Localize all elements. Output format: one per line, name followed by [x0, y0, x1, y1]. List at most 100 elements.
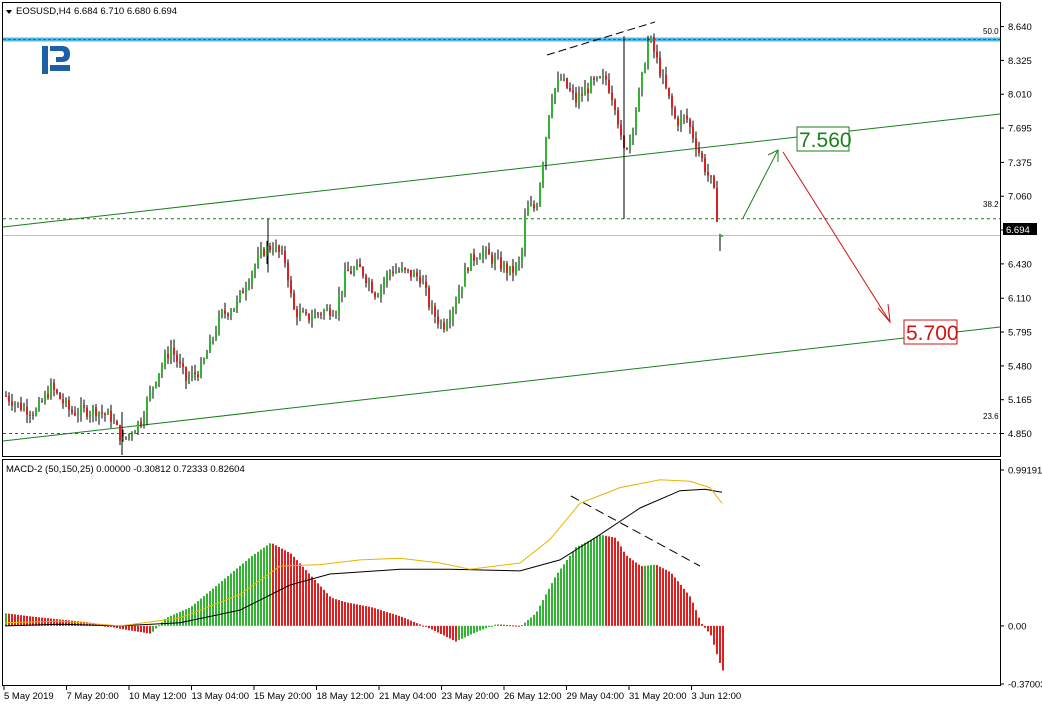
candle-body	[77, 414, 79, 416]
candle-body	[512, 265, 514, 273]
macd-bar	[383, 611, 385, 626]
candle-body	[335, 313, 337, 316]
candle-body	[41, 400, 43, 402]
macd-bar	[329, 596, 331, 626]
macd-bar	[146, 625, 148, 634]
macd-bar	[425, 625, 427, 627]
macd-bar	[602, 535, 604, 626]
candle-body	[167, 353, 169, 359]
macd-bar	[164, 619, 166, 626]
candle-body	[281, 250, 283, 252]
candle-body	[473, 253, 475, 261]
candle-body	[701, 152, 703, 159]
candle-body	[704, 158, 706, 173]
macd-bar	[620, 546, 622, 626]
macd-bar	[530, 617, 532, 626]
macd-bar	[335, 599, 337, 626]
macd-bar	[62, 619, 64, 626]
candle-body	[671, 96, 673, 109]
price-tick-label: 7.695	[1008, 124, 1032, 135]
macd-bar	[515, 625, 517, 627]
macd-bar	[713, 625, 715, 645]
candle-body	[92, 407, 94, 415]
candle-body	[632, 129, 634, 137]
symbol-header[interactable]: EOSUSD,H4 6.684 6.710 6.680 6.694	[6, 6, 177, 17]
macd-bar	[170, 615, 172, 626]
macd-axis[interactable]: 0.99191 0.00 -0.37003	[1000, 466, 1042, 691]
macd-bar	[173, 614, 175, 626]
candle-body	[338, 295, 340, 314]
macd-bar	[680, 585, 682, 626]
macd-bar	[476, 625, 478, 632]
macd-bar	[176, 613, 178, 626]
macd-bar	[20, 615, 22, 626]
candle-body	[200, 362, 202, 378]
macd-bar	[419, 624, 421, 626]
macd-bar	[347, 602, 349, 626]
macd-bar	[74, 621, 76, 626]
candle-body	[176, 354, 178, 362]
macd-bar	[503, 624, 505, 626]
candle-body	[35, 409, 37, 415]
candle-body	[230, 311, 232, 316]
candle-body	[38, 400, 40, 410]
candle-body	[641, 72, 643, 90]
candle-body	[500, 257, 502, 270]
macd-bar	[575, 547, 577, 626]
macd-bar	[578, 545, 580, 626]
candle-body	[656, 51, 658, 58]
candle-body	[380, 286, 382, 296]
candle-body	[458, 291, 460, 303]
macd-bar	[569, 555, 571, 626]
candle-body	[173, 347, 175, 355]
candle-body	[191, 372, 193, 377]
candle-body	[341, 290, 343, 296]
candle-body	[152, 387, 154, 392]
macd-bar	[677, 581, 679, 626]
candle-body	[44, 393, 46, 402]
macd-bar	[707, 625, 709, 632]
macd-bar	[110, 625, 112, 627]
candle-body	[74, 412, 76, 416]
macd-bar	[551, 583, 553, 626]
macd-bar	[365, 606, 367, 626]
candle-body	[122, 436, 124, 441]
time-tick-label: 5 May 2019	[4, 691, 54, 702]
macd-bar	[188, 607, 190, 626]
logo-r-bowl	[50, 46, 70, 62]
candle-body	[224, 310, 226, 314]
dropdown-triangle-icon[interactable]	[6, 10, 12, 14]
candle-body	[260, 248, 262, 255]
candle-body	[317, 313, 319, 315]
candle-body	[524, 215, 526, 251]
target-up: 7.560	[796, 126, 852, 152]
macd-bar	[32, 616, 34, 626]
price-axis[interactable]: 8.6408.3258.0107.6957.3757.0606.7456.430…	[1000, 22, 1032, 440]
macd-bar	[185, 609, 187, 626]
candle-body	[47, 393, 49, 398]
macd-bar	[323, 589, 325, 626]
candle-body	[164, 353, 166, 366]
price-tick-label: 8.325	[1008, 56, 1032, 67]
candle-body	[110, 410, 112, 422]
candle-body	[62, 399, 64, 404]
price-tick-label: 7.060	[1008, 192, 1032, 203]
candle-body	[572, 90, 574, 93]
candle-body	[71, 409, 73, 413]
macd-header: MACD-2 (50,150,25) 0.00000 -0.30812 0.72…	[6, 464, 245, 475]
candle-body	[560, 79, 562, 81]
forecast-up-arrow	[742, 149, 779, 219]
macd-bar	[167, 617, 169, 626]
macd-bar	[470, 625, 472, 635]
time-axis[interactable]: 5 May 2019 7 May 20:00 10 May 12:00 13 May …	[3, 686, 741, 702]
candle-body	[644, 65, 646, 73]
fibonacci-levels	[3, 37, 1000, 435]
candle-body	[539, 183, 541, 206]
macd-bar	[488, 625, 490, 628]
macd-bar	[614, 537, 616, 626]
symbol-label: EOSUSD,H4	[16, 6, 71, 17]
candle-body	[362, 267, 364, 276]
candle-body	[413, 272, 415, 278]
macd-bar	[650, 565, 652, 626]
macd-bar	[416, 623, 418, 626]
